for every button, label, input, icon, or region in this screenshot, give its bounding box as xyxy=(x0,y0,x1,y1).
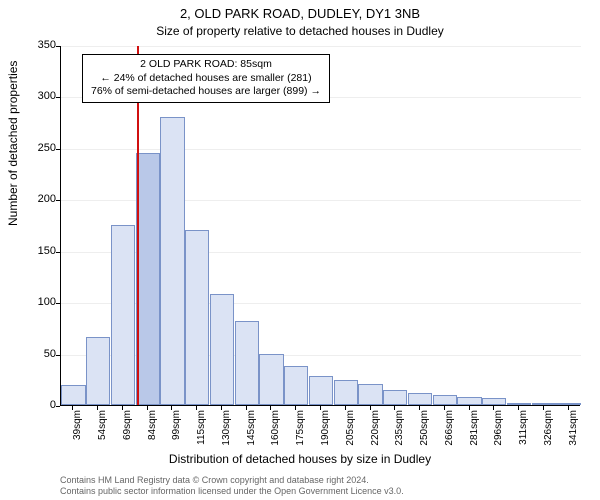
x-tick-label: 266sqm xyxy=(444,410,455,450)
histogram-bar xyxy=(358,384,382,405)
x-tick-label: 326sqm xyxy=(543,410,554,450)
x-tick-label: 341sqm xyxy=(568,410,579,450)
chart-title-address: 2, OLD PARK ROAD, DUDLEY, DY1 3NB xyxy=(0,6,600,21)
annotation-callout: 2 OLD PARK ROAD: 85sqm ← 24% of detached… xyxy=(82,54,330,103)
y-tick-label: 300 xyxy=(30,90,56,102)
y-tick-label: 100 xyxy=(30,296,56,308)
annotation-line-smaller: ← 24% of detached houses are smaller (28… xyxy=(91,72,321,86)
histogram-bar xyxy=(210,294,234,405)
x-tick-label: 175sqm xyxy=(295,410,306,450)
x-tick-label: 145sqm xyxy=(246,410,257,450)
x-tick-label: 115sqm xyxy=(196,410,207,450)
x-tick-label: 250sqm xyxy=(419,410,430,450)
histogram-bar xyxy=(235,321,259,405)
x-tick-label: 311sqm xyxy=(518,410,529,450)
attribution-text: Contains HM Land Registry data © Crown c… xyxy=(60,475,580,497)
x-axis-label: Distribution of detached houses by size … xyxy=(0,452,600,466)
y-tick-label: 150 xyxy=(30,245,56,257)
attribution-line2: Contains public sector information licen… xyxy=(60,486,580,497)
x-tick-label: 205sqm xyxy=(345,410,356,450)
histogram-bar xyxy=(408,393,432,405)
histogram-bar xyxy=(284,366,308,405)
x-tick-label: 235sqm xyxy=(394,410,405,450)
chart-subtitle: Size of property relative to detached ho… xyxy=(0,24,600,38)
histogram-bar xyxy=(309,376,333,405)
y-tick-label: 250 xyxy=(30,142,56,154)
histogram-bar xyxy=(86,337,110,405)
histogram-bar xyxy=(507,403,531,405)
attribution-line1: Contains HM Land Registry data © Crown c… xyxy=(60,475,580,486)
x-tick-label: 130sqm xyxy=(221,410,232,450)
annotation-line-larger: 76% of semi-detached houses are larger (… xyxy=(91,85,321,99)
histogram-bar xyxy=(111,225,135,405)
x-tick-label: 99sqm xyxy=(171,410,182,450)
histogram-bar xyxy=(383,390,407,405)
histogram-bar xyxy=(556,403,580,405)
x-tick-label: 296sqm xyxy=(493,410,504,450)
histogram-bar xyxy=(136,153,160,405)
x-tick-label: 190sqm xyxy=(320,410,331,450)
histogram-bar xyxy=(532,403,556,405)
histogram-bar xyxy=(482,398,506,405)
histogram-bar xyxy=(457,397,481,405)
x-tick-label: 54sqm xyxy=(97,410,108,450)
x-tick-label: 84sqm xyxy=(147,410,158,450)
histogram-bar xyxy=(160,117,184,405)
property-size-chart: 2, OLD PARK ROAD, DUDLEY, DY1 3NB Size o… xyxy=(0,0,600,500)
x-tick-label: 69sqm xyxy=(122,410,133,450)
y-axis-label: Number of detached properties xyxy=(6,61,20,226)
histogram-bar xyxy=(259,354,283,405)
histogram-bar xyxy=(334,380,358,405)
histogram-bar xyxy=(61,385,85,405)
x-tick-label: 220sqm xyxy=(370,410,381,450)
y-tick-label: 200 xyxy=(30,193,56,205)
annotation-line-property: 2 OLD PARK ROAD: 85sqm xyxy=(91,58,321,72)
x-tick-label: 281sqm xyxy=(469,410,480,450)
x-tick-label: 160sqm xyxy=(270,410,281,450)
y-tick-label: 350 xyxy=(30,39,56,51)
y-tick-label: 50 xyxy=(30,348,56,360)
y-tick-label: 0 xyxy=(30,399,56,411)
histogram-bar xyxy=(433,395,457,405)
x-tick-label: 39sqm xyxy=(72,410,83,450)
histogram-bar xyxy=(185,230,209,405)
